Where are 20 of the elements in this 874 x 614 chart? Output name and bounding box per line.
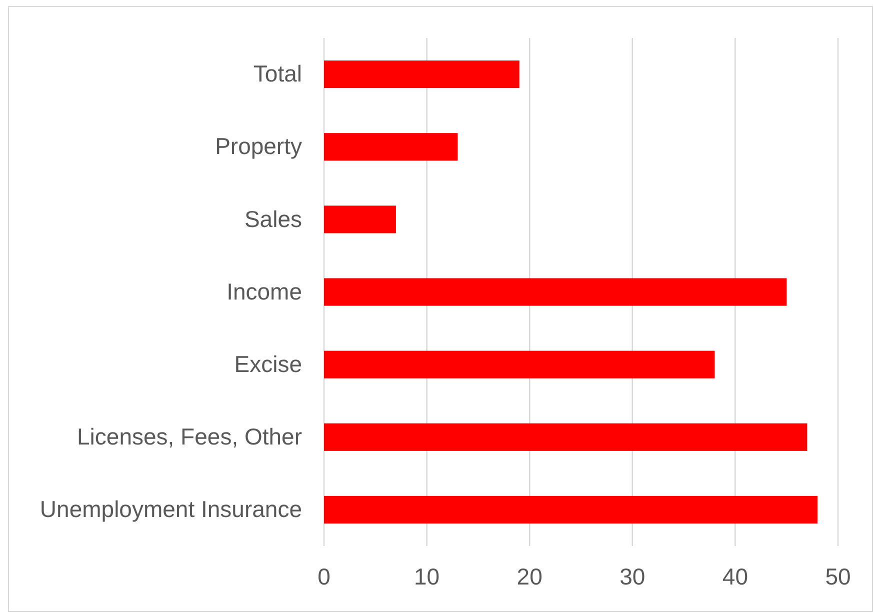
x-tick-label: 30: [620, 563, 646, 590]
y-tick-label: Property: [215, 133, 302, 160]
bar: [324, 423, 808, 451]
x-tick-label: 10: [414, 563, 440, 590]
bar: [324, 278, 787, 306]
x-tick-label: 50: [825, 563, 851, 590]
x-tick-label: 40: [722, 563, 748, 590]
y-tick-label: Income: [226, 278, 302, 304]
y-tick-label: Licenses, Fees, Other: [77, 424, 302, 450]
y-tick-label: Total: [253, 60, 302, 87]
x-tick-label: 0: [318, 563, 330, 590]
bar: [324, 206, 396, 234]
y-tick-label: Unemployment Insurance: [40, 496, 302, 522]
y-tick-label: Excise: [234, 350, 302, 377]
bar: [324, 496, 818, 524]
bar: [324, 350, 715, 378]
y-tick-label: Sales: [244, 206, 302, 232]
bar: [324, 60, 520, 88]
x-tick-label: 20: [516, 563, 542, 590]
bar: [324, 133, 458, 161]
